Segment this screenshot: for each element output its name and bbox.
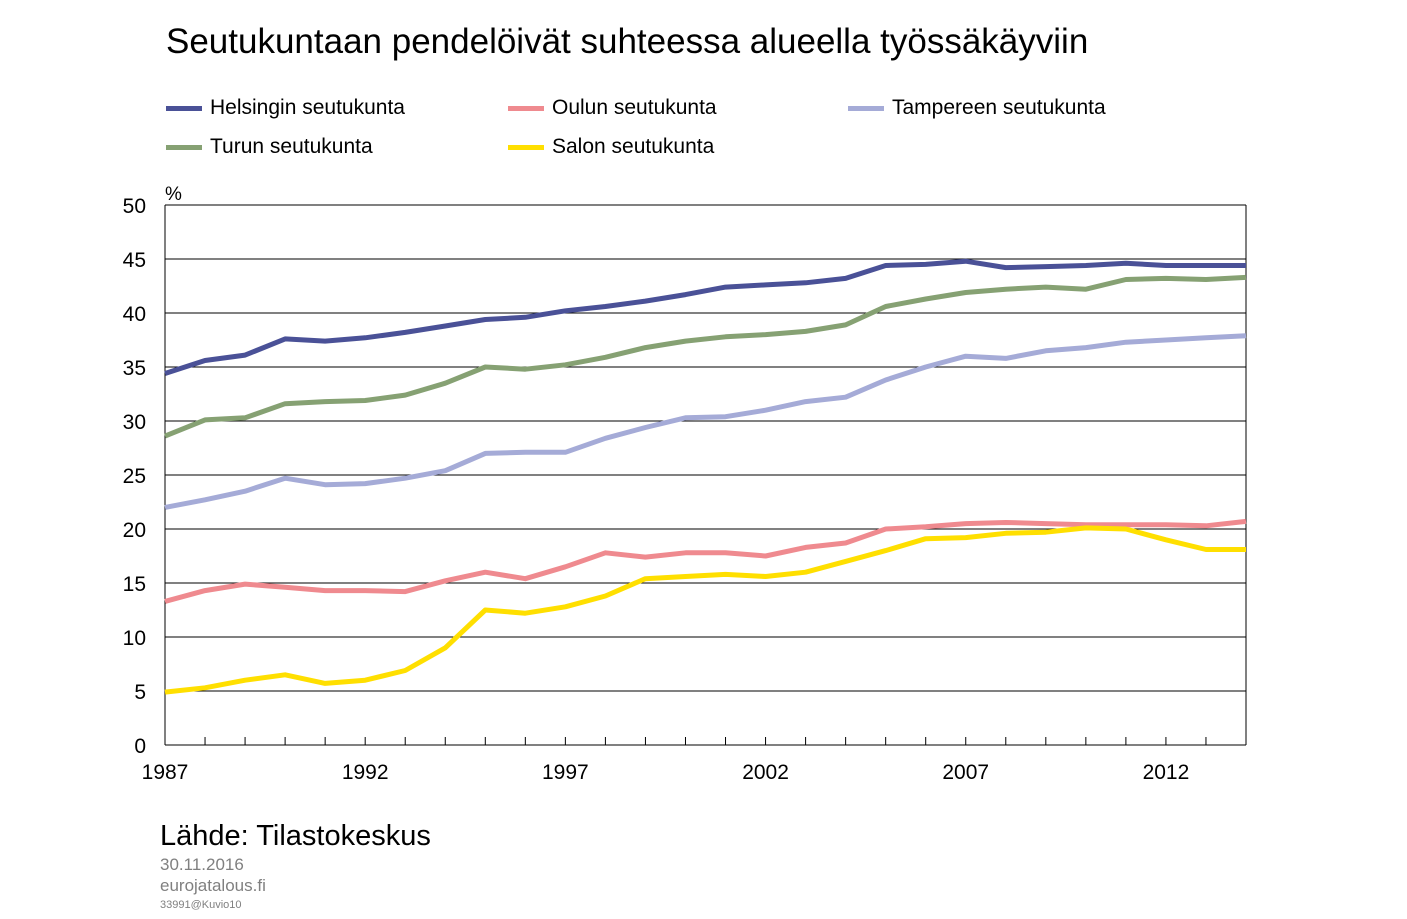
x-tick-label-2012: 2012 — [1143, 761, 1190, 784]
x-tick-label-1997: 1997 — [542, 761, 589, 784]
site-text: eurojatalous.fi — [160, 876, 266, 895]
legend-label-helsinki: Helsingin seutukunta — [210, 96, 405, 119]
legend-label-turku: Turun seutukunta — [210, 135, 373, 158]
series-line-4 — [164, 525, 1246, 695]
y-tick-label-20: 20 — [123, 519, 146, 542]
legend-swatch-turku — [166, 144, 202, 150]
date-text: 30.11.2016 — [160, 855, 244, 874]
legend: Helsingin seutukunta Oulun seutukunta Ta… — [0, 0, 1407, 170]
x-tick-label-2007: 2007 — [942, 761, 989, 784]
legend-swatch-helsinki — [166, 105, 202, 111]
series-line-3 — [164, 274, 1247, 439]
x-tick-label-1992: 1992 — [342, 761, 389, 784]
legend-item-tampere: Tampereen seutukunta — [848, 95, 1106, 121]
y-tick-label-50: 50 — [123, 195, 146, 218]
legend-swatch-salo — [508, 144, 544, 150]
source-text: Lähde: Tilastokeskus — [160, 820, 431, 852]
y-tick-label-5: 5 — [134, 681, 146, 704]
y-tick-label-10: 10 — [123, 627, 146, 650]
chart-code-text: 33991@Kuvio10 — [160, 899, 242, 911]
y-axis-label: % — [165, 184, 182, 205]
chart-title: Seutukuntaan pendelöivät suhteessa aluee… — [166, 22, 1089, 61]
y-tick-label-0: 0 — [134, 735, 146, 758]
legend-item-turku: Turun seutukunta — [166, 134, 373, 160]
y-tick-label-15: 15 — [123, 573, 146, 596]
y-tick-label-25: 25 — [123, 465, 146, 488]
y-tick-label-45: 45 — [123, 249, 146, 272]
legend-item-helsinki: Helsingin seutukunta — [166, 95, 405, 121]
series-line-0 — [164, 258, 1246, 376]
x-tick-label-2002: 2002 — [742, 761, 789, 784]
legend-label-salo: Salon seutukunta — [552, 135, 715, 158]
legend-swatch-tampere — [848, 105, 884, 111]
y-tick-label-35: 35 — [123, 357, 146, 380]
legend-label-oulu: Oulun seutukunta — [552, 96, 717, 119]
x-tick-label-1987: 1987 — [142, 761, 189, 784]
legend-item-salo: Salon seutukunta — [508, 134, 714, 160]
series-line-2 — [164, 333, 1247, 510]
legend-label-tampere: Tampereen seutukunta — [892, 96, 1106, 119]
legend-item-oulu: Oulun seutukunta — [508, 95, 717, 121]
y-tick-label-40: 40 — [123, 303, 146, 326]
series-line-1 — [164, 518, 1247, 604]
y-tick-label-30: 30 — [123, 411, 146, 434]
legend-swatch-oulu — [508, 105, 544, 111]
